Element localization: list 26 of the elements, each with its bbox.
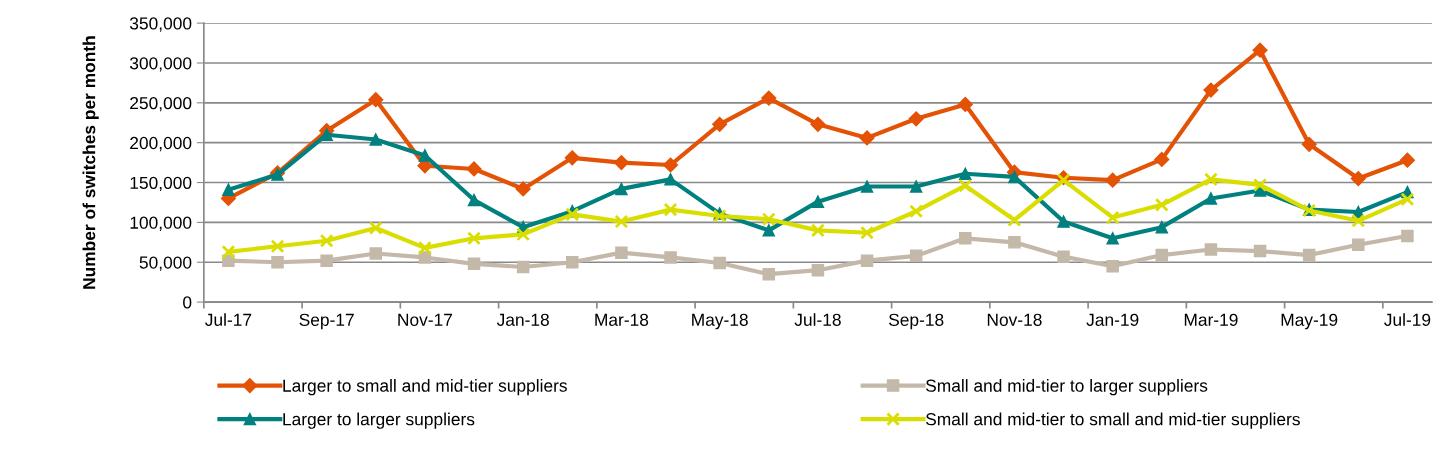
legend-label: Larger to small and mid-tier suppliers [283, 379, 567, 396]
legend-label: Larger to larger suppliers [283, 412, 475, 429]
y-tick-label: 150,000 [130, 176, 192, 192]
y-tick-label: 0 [183, 296, 192, 309]
x-tick-label: Jul-17 [205, 313, 252, 326]
y-tick-label: 300,000 [129, 57, 192, 72]
x-tick-label: Nov-18 [987, 313, 1042, 326]
y-axis-title: Number of switches per month [82, 36, 99, 289]
x-tick-label: Mar-18 [595, 313, 649, 326]
x-tick-label: May-19 [1281, 313, 1338, 330]
x-tick-label: May-18 [692, 313, 748, 330]
x-tick-label: Jan-18 [496, 313, 549, 326]
x-tick-label: Jan-19 [1086, 313, 1139, 326]
y-tick-label: 200,000 [130, 136, 192, 152]
x-tick-label: Mar-19 [1184, 313, 1238, 326]
y-tick-label: 50,000 [139, 256, 192, 271]
x-tick-label: Jul-18 [794, 313, 841, 326]
y-tick-label: 250,000 [130, 97, 192, 112]
y-tick-label: 100,000 [130, 216, 192, 231]
x-tick-label: Sep-18 [888, 313, 944, 330]
x-tick-label: Jul-19 [1384, 313, 1431, 326]
x-tick-label: Sep-17 [299, 313, 354, 330]
legend-label: Small and mid-tier to small and mid-tier suppliers [925, 412, 1300, 429]
x-tick-label: Nov-17 [398, 313, 453, 326]
legend-label: Small and mid-tier to larger suppliers [925, 379, 1208, 396]
y-tick-label: 350,000 [129, 17, 192, 32]
